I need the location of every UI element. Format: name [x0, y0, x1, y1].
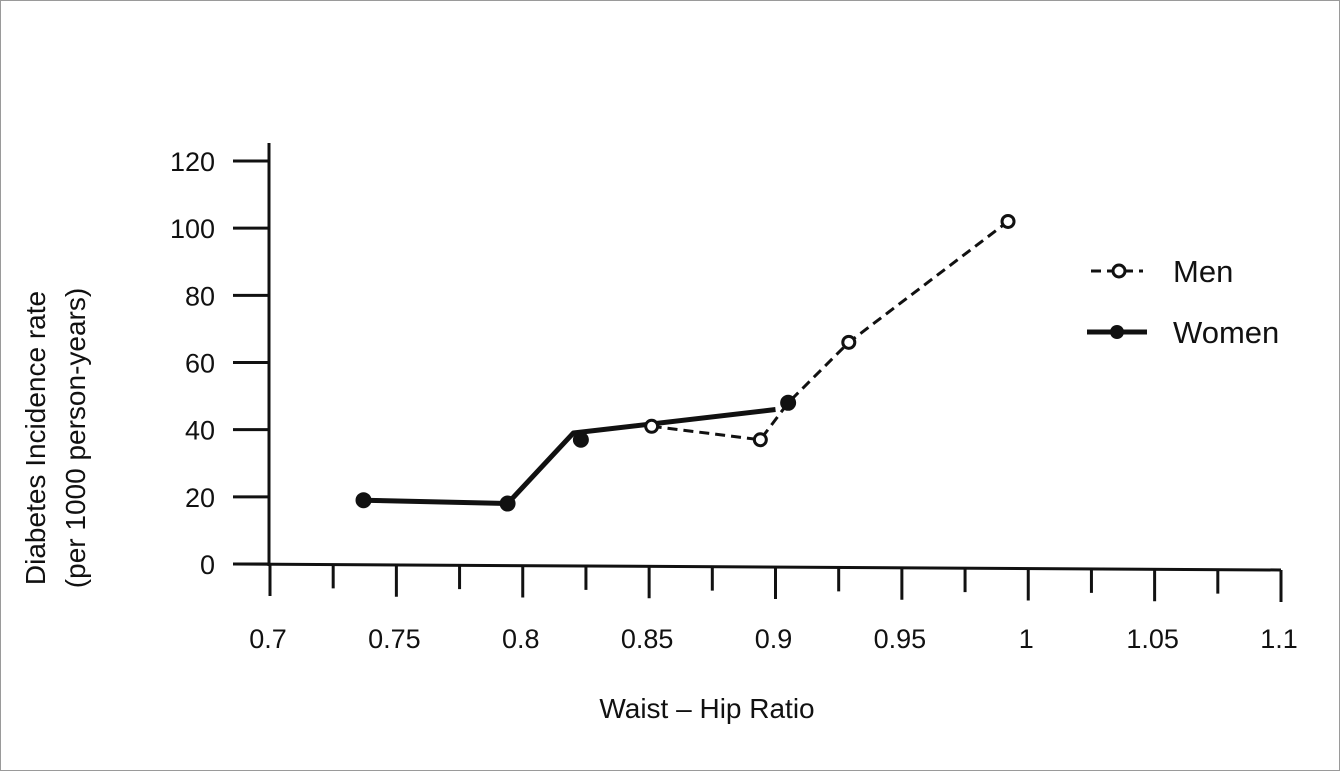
legend-label-men: Men [1173, 254, 1233, 289]
series-line-women [363, 407, 776, 507]
data-point-women [499, 495, 516, 512]
x-tick-label: 0.9 [755, 624, 793, 654]
y-tick-label: 60 [185, 349, 215, 379]
legend: Men Women [1087, 254, 1279, 350]
x-tick-label: 0.75 [368, 624, 421, 654]
y-tick-label: 40 [185, 416, 215, 446]
y-axis-title-line-2: (per 1000 person-years) [60, 288, 91, 588]
data-point-women [780, 394, 797, 411]
data-point-men [644, 418, 660, 434]
x-tick-label: 0.7 [249, 624, 287, 654]
axes: 0 20 40 60 80 100 120 0.7 0.75 0.8 0.85 0.9 0.95 1 1.0… [170, 143, 1298, 654]
y-tick-label: 20 [185, 483, 215, 513]
data-point-men [1000, 213, 1016, 229]
legend-swatch-women-marker [1110, 325, 1124, 339]
x-tick-label: 0.95 [874, 624, 927, 654]
data-point-women [572, 431, 589, 448]
y-tick-label: 100 [170, 214, 215, 244]
data-point-women [355, 492, 372, 509]
x-tick-label: 1 [1019, 624, 1034, 654]
data-point-men [841, 334, 857, 350]
plot-series [355, 213, 1016, 512]
series-line-men [651, 220, 1009, 442]
x-tick-label: 1.1 [1260, 624, 1298, 654]
y-axis-title-line-1: Diabetes Incidence rate [20, 291, 51, 585]
y-axis-title: Diabetes Incidence rate (per 1000 person… [20, 288, 91, 588]
legend-swatch-men-marker [1111, 263, 1127, 279]
x-axis-line [232, 562, 1282, 572]
x-tick-label: 1.05 [1126, 624, 1179, 654]
y-tick-label: 120 [170, 147, 215, 177]
y-tick-label: 80 [185, 281, 215, 311]
x-axis-title: Waist – Hip Ratio [599, 693, 814, 724]
x-tick-label: 0.85 [621, 624, 674, 654]
y-tick-label: 0 [200, 550, 215, 580]
data-point-men [752, 432, 768, 448]
legend-label-women: Women [1173, 315, 1279, 350]
x-tick-label: 0.8 [502, 624, 540, 654]
